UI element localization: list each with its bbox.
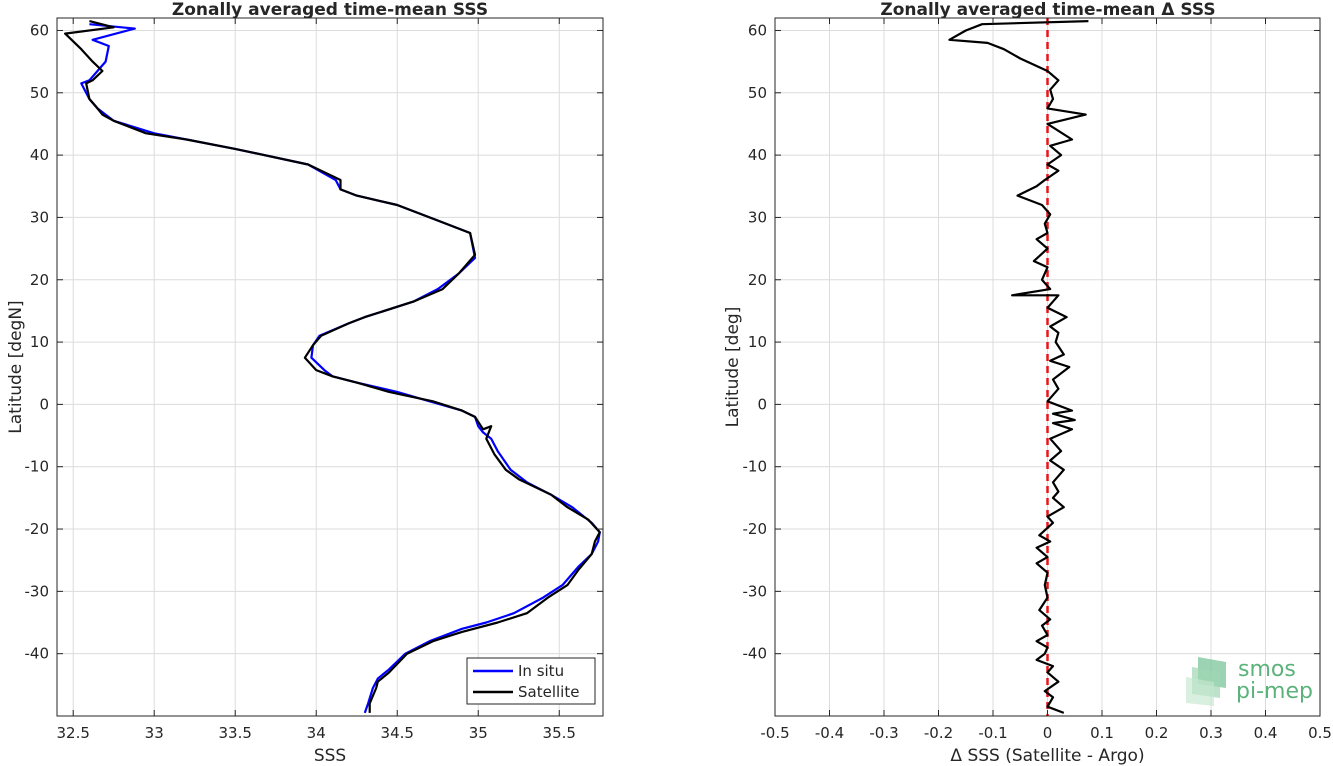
right-ytick-label-7: 30 [748, 208, 767, 226]
logo-text-pimep: pi-mep [1236, 679, 1313, 704]
left-panel-sss: 32.5 33 33.5 34 34.5 35 35.5 -40 -30 -20 -10 0 10 20 3… [6, 0, 604, 766]
right-xtick-label-10: 0.5 [1308, 724, 1332, 742]
left-xtick-label-6: 35.5 [543, 724, 576, 742]
right-y-axis-label: Latitude [deg] [723, 307, 743, 428]
left-ytick-label-8: 40 [30, 146, 49, 164]
left-x-axis-label: SSS [314, 746, 346, 766]
right-chart-title: Zonally averaged time-mean Δ SSS [880, 0, 1215, 20]
left-ytick-label-5: 10 [30, 333, 49, 351]
left-ytick-label-0: -40 [25, 645, 50, 663]
right-ytick-label-10: 60 [748, 21, 767, 39]
right-xtick-label-9: 0.4 [1254, 724, 1278, 742]
left-ytick-label-1: -30 [25, 582, 50, 600]
legend-label-0: In situ [518, 662, 564, 680]
right-xtick-label-2: -0.3 [869, 724, 898, 742]
left-ytick-label-9: 50 [30, 84, 49, 102]
right-xtick-label-0: -0.5 [760, 724, 789, 742]
left-chart-title: Zonally averaged time-mean SSS [172, 0, 488, 20]
legend-label-1: Satellite [518, 683, 579, 701]
right-xtick-label-7: 0.2 [1145, 724, 1169, 742]
right-xtick-label-4: -0.1 [978, 724, 1007, 742]
right-ytick-label-3: -10 [743, 458, 768, 476]
right-xtick-label-6: 0.1 [1090, 724, 1114, 742]
right-ytick-label-5: 10 [748, 333, 767, 351]
right-series-line-0 [948, 20, 1089, 714]
left-xtick-label-0: 32.5 [56, 724, 89, 742]
logo-layers-icon [1186, 657, 1226, 706]
legend-box [466, 657, 596, 705]
right-xtick-label-5: 0 [1043, 724, 1053, 742]
right-ytick-label-9: 50 [748, 84, 767, 102]
right-x-axis-label: Δ SSS (Satellite - Argo) [950, 746, 1144, 766]
right-panel-delta-sss: -0.5 -0.4 -0.3 -0.2 -0.1 0 0.1 0.2 0.3 0.4 0.5 -40 -… [723, 0, 1332, 766]
left-ytick-label-2: -20 [25, 520, 50, 538]
right-ytick-label-2: -20 [743, 520, 768, 538]
left-xtick-label-4: 34.5 [381, 724, 414, 742]
left-ytick-label-6: 20 [30, 271, 49, 289]
left-series-line-1 [63, 20, 601, 713]
logo-text-smos: smos [1238, 657, 1296, 682]
left-ytick-label-10: 60 [30, 21, 49, 39]
right-ytick-label-4: 0 [757, 395, 767, 413]
left-xtick-label-2: 33.5 [219, 724, 252, 742]
left-ytick-label-3: -10 [25, 458, 50, 476]
left-ytick-label-7: 30 [30, 208, 49, 226]
right-ytick-label-8: 40 [748, 146, 767, 164]
right-ytick-label-6: 20 [748, 271, 767, 289]
left-xtick-label-5: 35 [469, 724, 488, 742]
left-xtick-label-1: 33 [145, 724, 164, 742]
right-ytick-label-0: -40 [743, 645, 768, 663]
left-axes-frame [56, 17, 604, 717]
right-xtick-label-8: 0.3 [1199, 724, 1223, 742]
right-ytick-label-1: -30 [743, 582, 768, 600]
left-y-axis-label: Latitude [degN] [6, 300, 26, 433]
left-ytick-label-4: 0 [39, 395, 49, 413]
right-xtick-label-3: -0.2 [924, 724, 953, 742]
left-xtick-label-3: 34 [307, 724, 326, 742]
left-plot-area [57, 18, 603, 716]
smos-pimep-logo: smos pi-mep [1186, 657, 1313, 706]
right-xtick-label-1: -0.4 [815, 724, 844, 742]
